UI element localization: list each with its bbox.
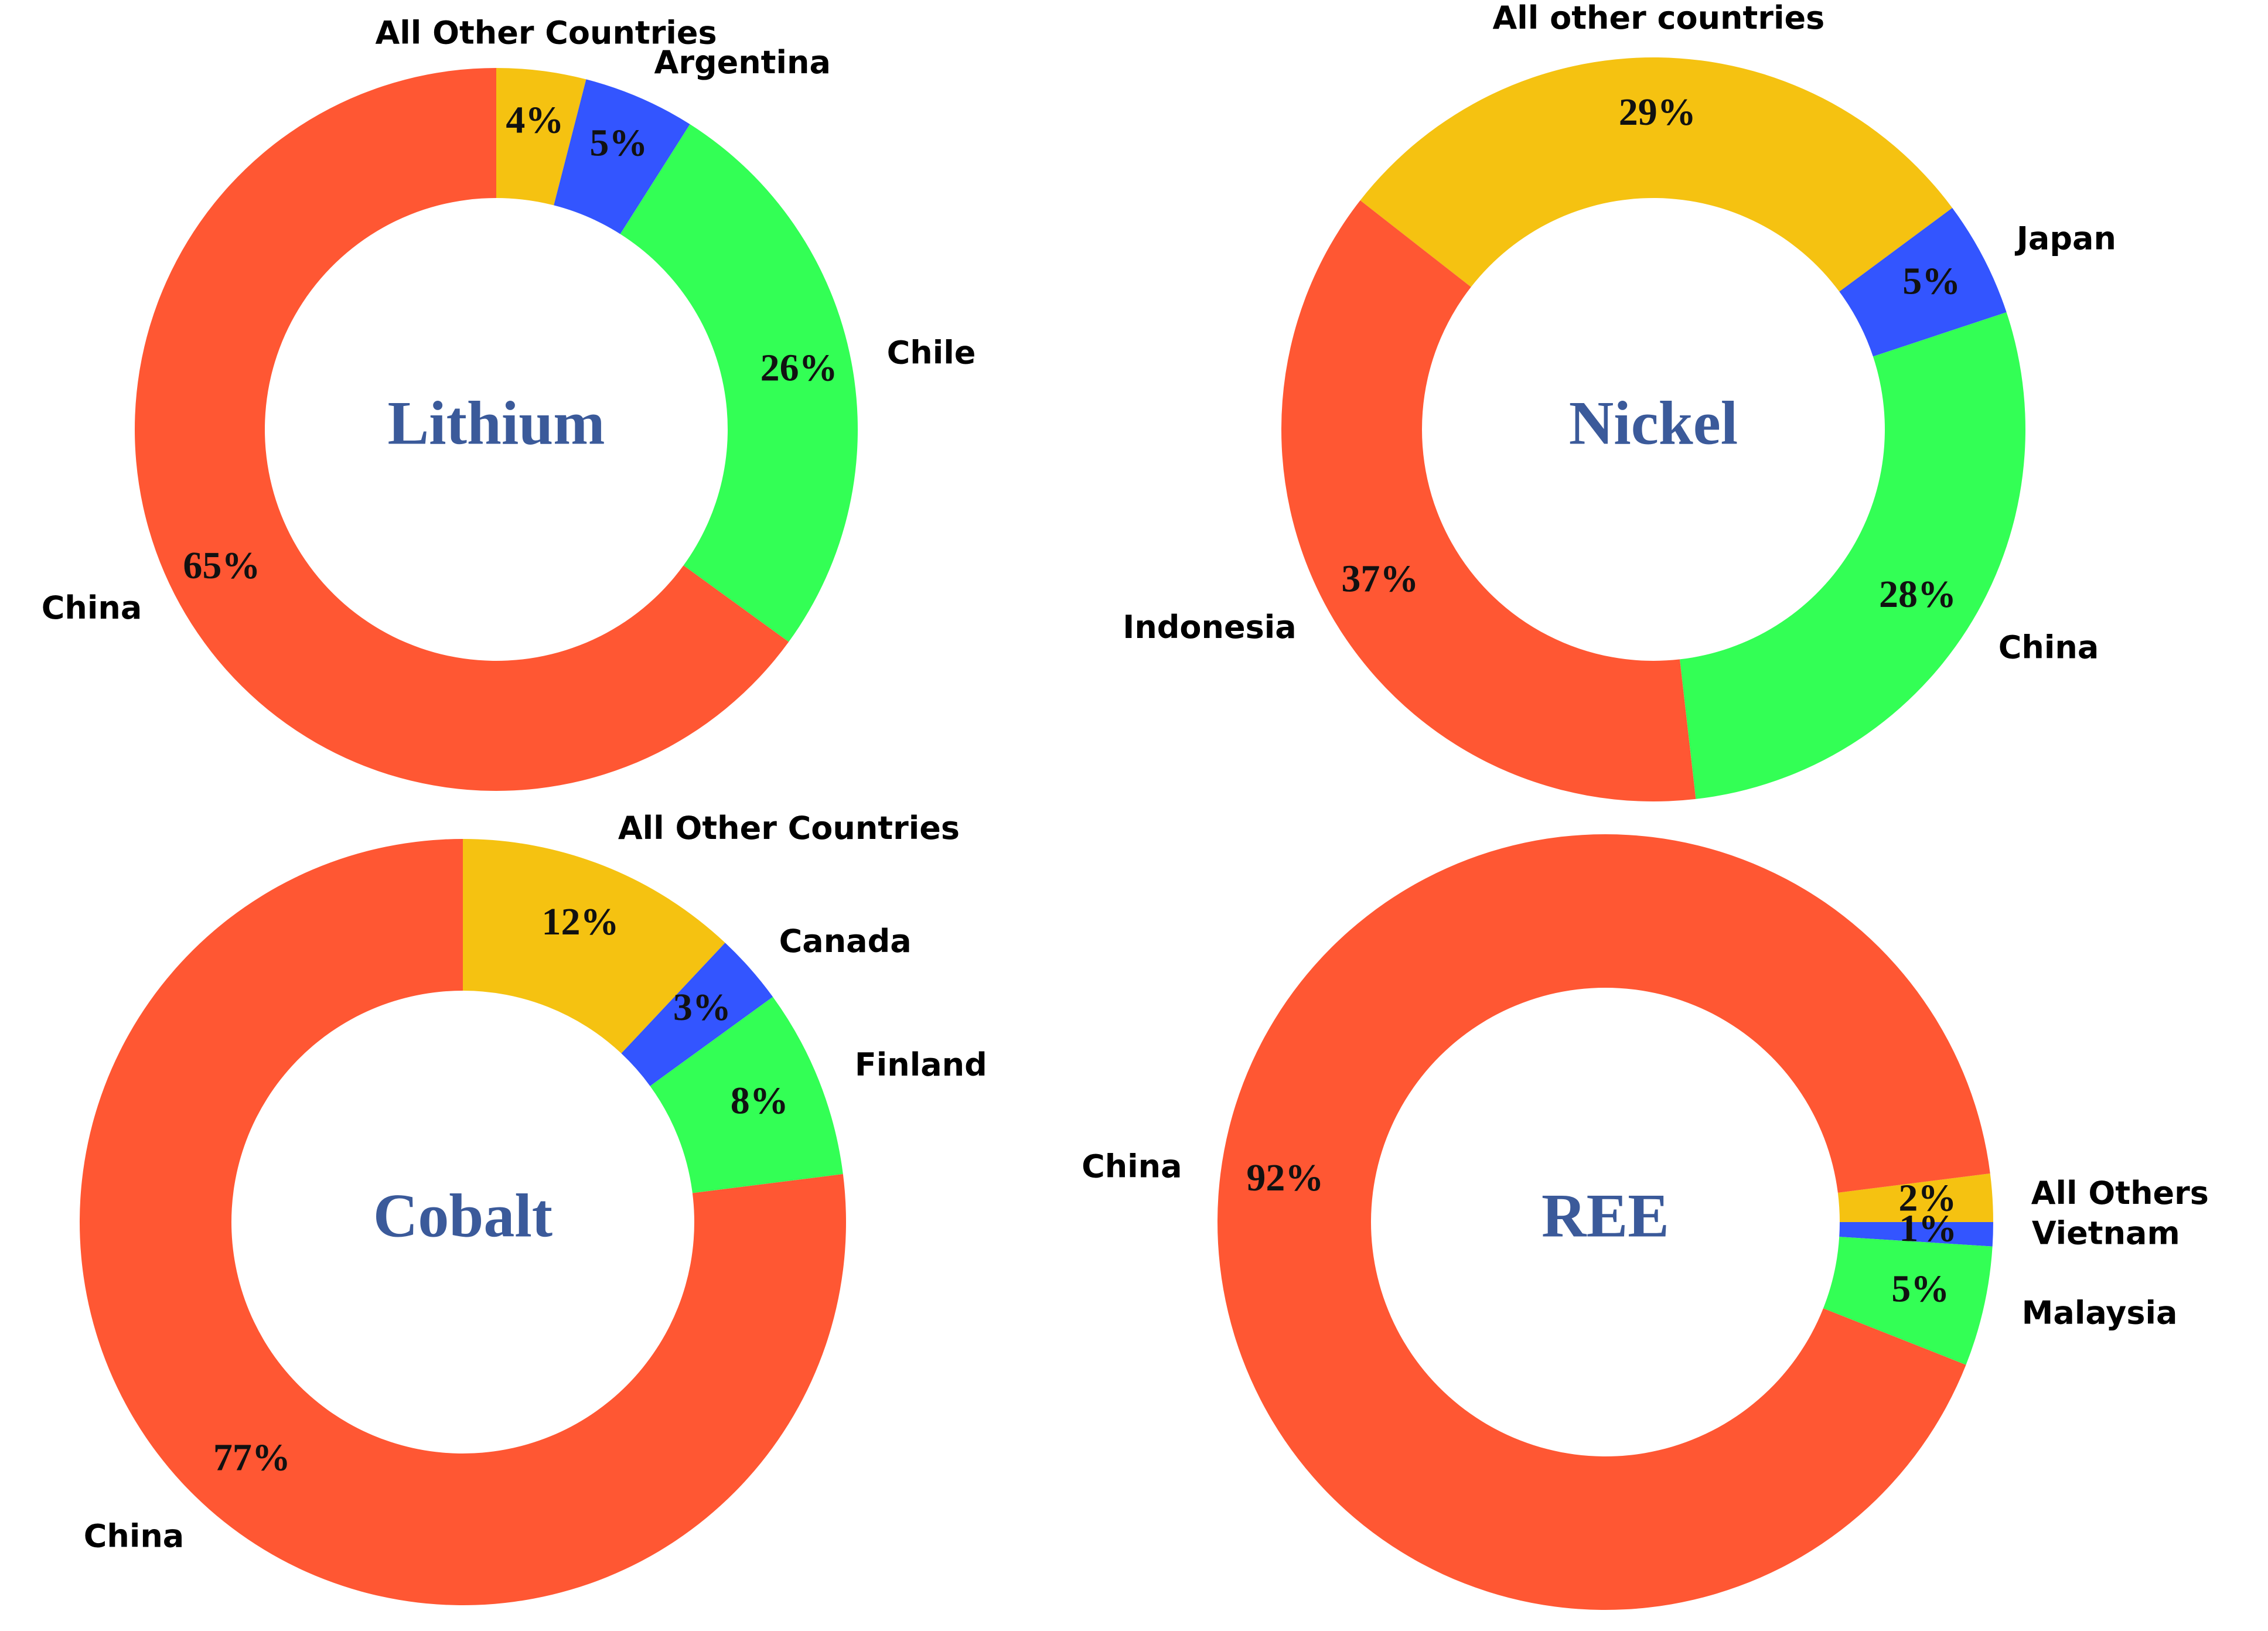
category-label: Canada xyxy=(779,923,912,960)
value-label: 77% xyxy=(213,1436,291,1479)
wedge xyxy=(463,839,725,1054)
category-label: All other countries xyxy=(1492,0,1824,36)
category-label: Argentina xyxy=(654,44,831,81)
chart-title: Lithium xyxy=(387,388,605,457)
category-label: Chile xyxy=(887,334,976,371)
wedge xyxy=(496,68,586,206)
category-label: All Others xyxy=(2031,1175,2209,1212)
wedge xyxy=(1217,834,1990,1610)
chart-title: REE xyxy=(1541,1181,1669,1250)
wedge xyxy=(650,997,843,1193)
chart-title: Nickel xyxy=(1569,388,1738,457)
value-label: 12% xyxy=(541,900,619,943)
category-label: China xyxy=(1998,629,2099,666)
wedge xyxy=(620,124,858,642)
value-label: 92% xyxy=(1246,1156,1324,1199)
wedge xyxy=(1281,200,1696,802)
category-label: All Other Countries xyxy=(375,14,717,51)
category-label: Finland xyxy=(855,1046,987,1083)
value-label: 37% xyxy=(1341,558,1418,600)
category-label: Malaysia xyxy=(2022,1294,2178,1331)
category-label: China xyxy=(42,589,142,626)
value-label: 28% xyxy=(1879,573,1956,616)
wedge xyxy=(1360,57,1953,292)
value-label: 3% xyxy=(673,986,731,1029)
wedge xyxy=(1823,1237,1993,1365)
category-label: Indonesia xyxy=(1123,609,1296,646)
value-label: 29% xyxy=(1619,91,1696,134)
wedge xyxy=(80,839,847,1605)
wedge xyxy=(1839,207,2007,357)
value-label: 4% xyxy=(506,98,564,141)
wedge xyxy=(1837,1173,1993,1222)
category-label: Vietnam xyxy=(2032,1215,2180,1252)
wedge xyxy=(134,68,789,791)
value-label: 8% xyxy=(731,1080,789,1122)
category-label: China xyxy=(84,1517,184,1554)
wedge xyxy=(1839,1222,1993,1247)
value-label: 26% xyxy=(760,347,838,390)
category-label: China xyxy=(1082,1148,1182,1185)
category-label: Japan xyxy=(2014,220,2116,257)
wedge xyxy=(1680,312,2025,799)
chart-title: Cobalt xyxy=(373,1181,552,1250)
wedge xyxy=(621,943,773,1086)
value-label: 5% xyxy=(1902,260,1960,302)
value-label: 2% xyxy=(1898,1177,1956,1220)
category-label: All Other Countries xyxy=(618,810,960,847)
value-label: 5% xyxy=(1891,1267,1949,1310)
value-label: 65% xyxy=(183,544,260,587)
value-label: 5% xyxy=(589,121,647,164)
wedge xyxy=(554,79,690,234)
